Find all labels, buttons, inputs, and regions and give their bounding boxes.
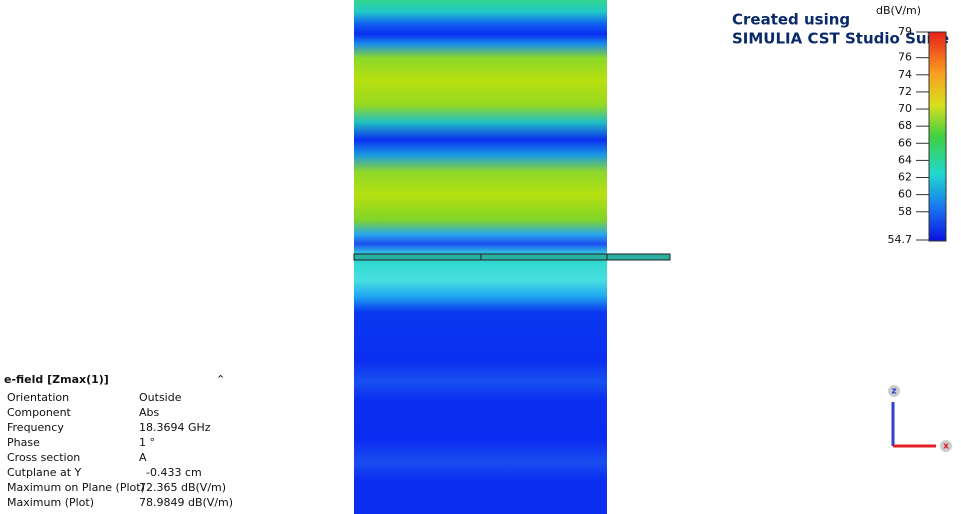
info-label: Maximum on Plane (Plot) xyxy=(7,481,145,494)
watermark: Created using xyxy=(732,11,850,29)
info-value: A xyxy=(139,451,147,464)
info-value: Outside xyxy=(139,391,182,404)
colorbar-label: 76 xyxy=(898,51,912,64)
colorbar-label: 79 xyxy=(898,25,912,38)
colorbar-label: 68 xyxy=(898,119,912,132)
info-label: Frequency xyxy=(7,421,64,434)
colorbar-label: 54.7 xyxy=(888,233,913,246)
feed-line xyxy=(606,253,671,261)
info-value: 18.3694 GHz xyxy=(139,421,211,434)
info-title: e-field [Zmax(1)] xyxy=(4,373,109,386)
info-value: Abs xyxy=(139,406,160,419)
colorbar-label: 74 xyxy=(898,68,912,81)
colorbar-label: 66 xyxy=(898,136,912,149)
colorbar-unit: dB(V/m) xyxy=(876,4,921,17)
colorbar-label: 72 xyxy=(898,85,912,98)
info-label: Cross section xyxy=(7,451,80,464)
colorbar-label: 64 xyxy=(898,153,912,166)
x-label: x xyxy=(943,442,949,452)
info-label: Component xyxy=(7,406,72,419)
info-label: Maximum (Plot) xyxy=(7,496,94,509)
colorbar-label: 60 xyxy=(898,188,912,201)
colorbar-label: 70 xyxy=(898,102,912,115)
z-label: z xyxy=(891,387,896,397)
info-value: 72.365 dB(V/m) xyxy=(139,481,226,494)
watermark: SIMULIA CST Studio Suite xyxy=(732,30,949,48)
info-label: Phase xyxy=(7,436,40,449)
colorbar-label: 62 xyxy=(898,171,912,184)
colorbar-label: 58 xyxy=(898,205,912,218)
collapse-icon[interactable]: ⌃ xyxy=(216,373,225,386)
info-label: Orientation xyxy=(7,391,69,404)
info-value: -0.433 cm xyxy=(146,466,202,479)
z-ball xyxy=(888,385,900,397)
info-value: 1 ° xyxy=(139,436,155,449)
info-value: 78.9849 dB(V/m) xyxy=(139,496,233,509)
colorbar xyxy=(928,31,947,242)
x-ball xyxy=(940,440,952,452)
info-label: Cutplane at Y xyxy=(7,466,82,479)
